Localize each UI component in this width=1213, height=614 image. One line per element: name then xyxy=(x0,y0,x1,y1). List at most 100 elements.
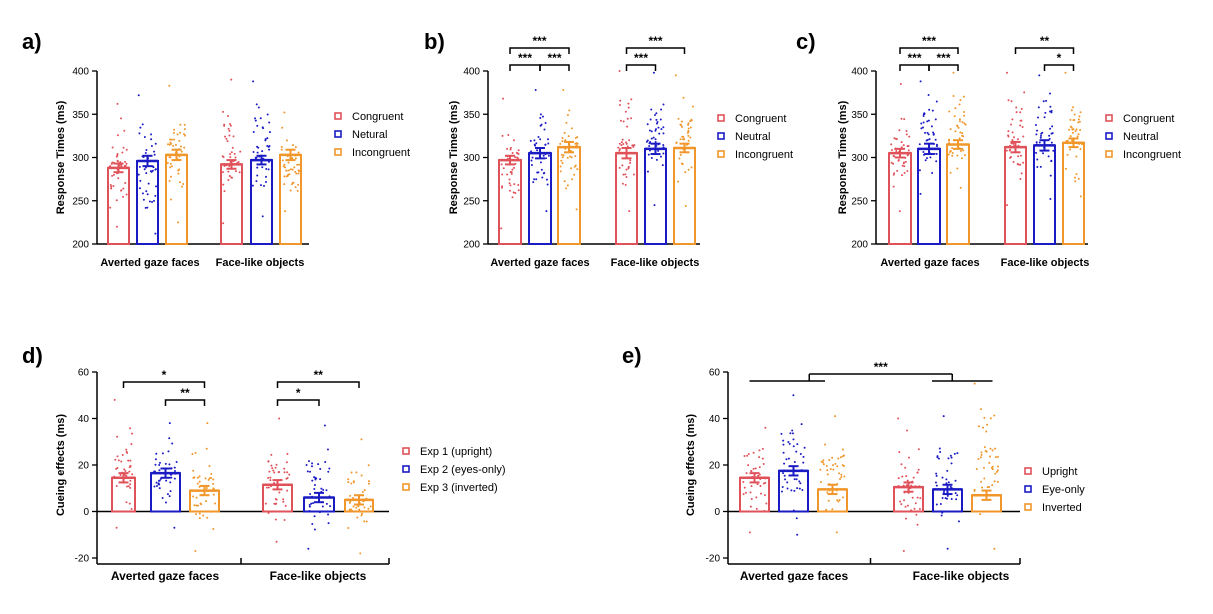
data-point xyxy=(153,199,156,202)
data-point xyxy=(122,146,125,149)
data-point xyxy=(566,156,569,159)
data-point xyxy=(109,183,112,186)
data-point xyxy=(617,146,620,149)
data-point xyxy=(317,463,320,466)
data-point xyxy=(238,171,241,174)
data-point xyxy=(547,138,550,141)
data-point xyxy=(168,495,171,498)
data-point xyxy=(687,127,690,130)
data-point xyxy=(958,103,961,106)
data-point xyxy=(176,133,179,136)
data-point xyxy=(839,456,842,459)
data-point xyxy=(275,463,278,466)
data-point xyxy=(954,107,957,110)
data-point xyxy=(980,480,983,483)
data-point xyxy=(195,504,198,507)
data-point xyxy=(195,496,198,499)
data-point xyxy=(125,193,128,196)
data-point xyxy=(168,422,171,425)
data-point xyxy=(913,507,916,510)
data-point xyxy=(284,166,287,169)
data-point xyxy=(994,456,997,459)
data-point xyxy=(547,142,550,145)
data-point xyxy=(254,119,257,122)
data-point xyxy=(570,156,573,159)
data-point xyxy=(177,172,180,175)
data-point xyxy=(662,144,665,147)
data-point xyxy=(956,154,959,157)
data-point xyxy=(979,513,982,516)
data-point xyxy=(795,450,798,453)
data-point xyxy=(646,139,649,142)
data-point xyxy=(1075,155,1078,158)
data-point xyxy=(899,500,902,503)
data-point xyxy=(1075,128,1078,131)
data-point xyxy=(907,149,910,152)
data-point xyxy=(1050,109,1053,112)
data-point xyxy=(1012,142,1015,145)
legend-swatch-incongruent xyxy=(717,150,725,158)
data-point xyxy=(229,124,232,127)
data-point xyxy=(150,144,153,147)
data-point xyxy=(1079,195,1082,198)
data-point xyxy=(659,155,662,158)
data-point xyxy=(783,462,786,465)
data-point xyxy=(1042,100,1045,103)
data-point xyxy=(989,417,992,420)
data-point xyxy=(982,426,985,429)
data-point xyxy=(801,488,804,491)
data-point xyxy=(137,94,140,97)
data-point xyxy=(792,445,795,448)
sig-stars: *** xyxy=(922,34,936,48)
y-tick-label: 60 xyxy=(709,368,721,379)
data-point xyxy=(265,486,268,489)
sig-bracket xyxy=(122,381,206,388)
data-point xyxy=(567,135,570,138)
data-point xyxy=(1019,163,1022,166)
data-point xyxy=(939,503,942,506)
data-point xyxy=(951,154,954,157)
data-point xyxy=(545,157,548,160)
data-point xyxy=(327,513,330,516)
data-point xyxy=(1038,74,1041,77)
data-point xyxy=(168,156,171,159)
data-point xyxy=(782,472,785,475)
data-point xyxy=(1064,167,1067,170)
data-point xyxy=(900,503,903,506)
x-category-label: Face-like objects xyxy=(611,257,700,269)
legend-label: Exp 2 (eyes-only) xyxy=(420,464,506,476)
data-point xyxy=(351,509,354,512)
data-point xyxy=(959,131,962,134)
data-point xyxy=(662,126,665,129)
data-point xyxy=(194,550,197,553)
data-point xyxy=(256,174,259,177)
data-point xyxy=(205,486,208,489)
data-point xyxy=(1011,131,1014,134)
data-point xyxy=(223,190,226,193)
sig-stars: *** xyxy=(874,360,888,374)
data-point xyxy=(116,435,119,438)
data-point xyxy=(347,526,350,529)
data-point xyxy=(294,186,297,189)
data-point xyxy=(124,160,127,163)
data-point xyxy=(275,540,278,543)
data-point xyxy=(819,468,822,471)
data-point xyxy=(228,123,231,126)
data-point xyxy=(963,111,966,114)
data-point xyxy=(836,499,839,502)
data-point xyxy=(687,168,690,171)
data-point xyxy=(1036,129,1039,132)
y-tick-label: 250 xyxy=(851,196,868,207)
data-point xyxy=(530,159,533,162)
data-point xyxy=(111,146,114,149)
data-point xyxy=(512,166,515,169)
data-point xyxy=(762,482,765,485)
data-point xyxy=(994,472,997,475)
data-point xyxy=(168,143,171,146)
data-point xyxy=(951,147,954,150)
data-point xyxy=(535,142,538,145)
data-point xyxy=(649,118,652,121)
data-point xyxy=(654,114,657,117)
data-point xyxy=(347,481,350,484)
data-point xyxy=(126,485,129,488)
